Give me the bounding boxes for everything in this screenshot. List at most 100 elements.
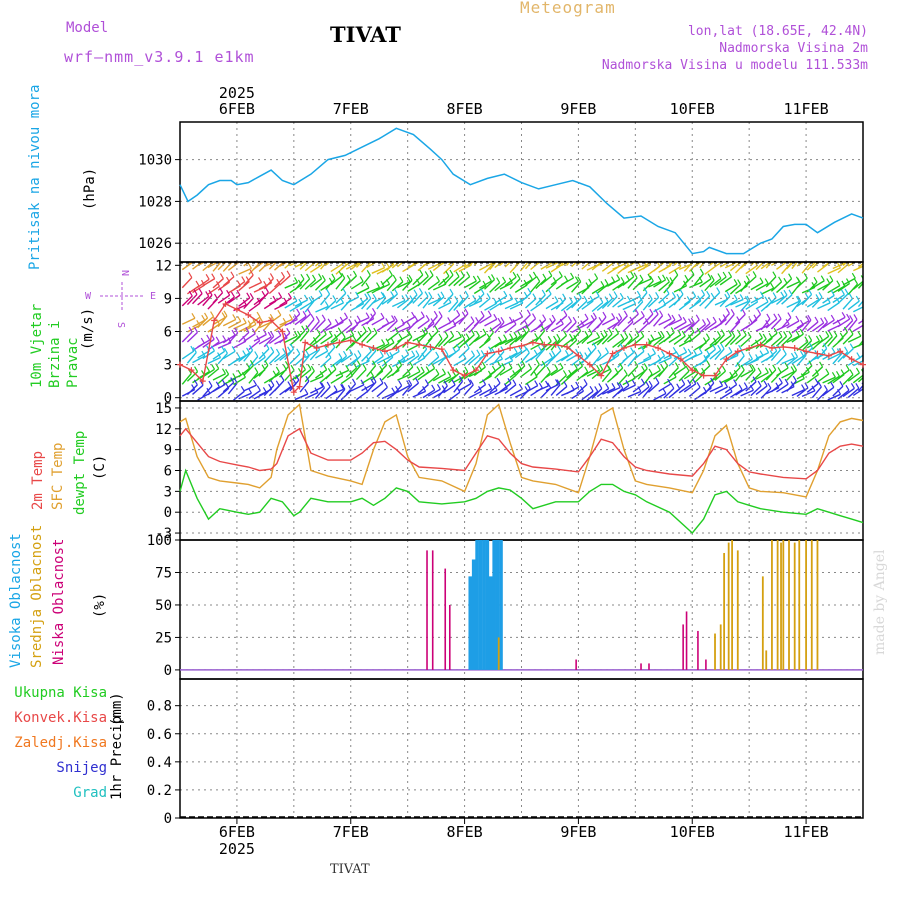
wind-barb-tick [728,346,733,353]
y-tick-label: 6 [164,464,172,480]
wind-barb-tick [269,273,274,279]
wind-barb [765,369,777,381]
wind-barb-tick [855,367,860,374]
wind-barb-tick [759,277,764,283]
wind-barb [443,335,455,347]
wind-barb [591,285,605,295]
wind-barb-tick [624,352,629,358]
wind-barb-tick [296,308,301,315]
wind-barb-tick [625,380,630,386]
wind-barb-tick [270,346,275,353]
wind-barb-tick [526,383,531,389]
model-altitude-text: Nadmorska Visina u modelu 111.533m [601,58,868,73]
wind-barb [668,274,679,287]
wind-barb [222,318,237,327]
wind-barb-tick [449,269,454,276]
wind-barb [847,387,860,398]
wind-barb-tick [343,312,348,319]
wind-barb-tick [723,381,728,388]
wind-barb [586,317,597,329]
wind-barb [653,262,665,272]
wind-barb [806,383,819,393]
wind-barb [325,262,331,266]
wind-barb-tick [406,329,411,335]
wind-barb [202,338,215,348]
wind-barb [535,294,546,306]
wind-barb [627,355,638,367]
wind-barb [653,355,665,366]
wind-barb-tick [245,327,250,333]
wind-barb-tick [720,329,725,335]
wind-barb [622,377,636,386]
wind-barb-tick [767,382,772,389]
wind-barb [479,280,492,289]
wind-barb [376,364,388,376]
wind-barb-tick [456,309,461,316]
wind-barb-tick [742,329,747,336]
wind-barb [494,321,505,334]
wind-barb-tick [470,350,475,356]
wind-speed-marker [575,352,582,359]
wind-barb-tick [541,325,546,332]
wind-barb [248,281,262,289]
wind-barb [555,298,567,310]
wind-barb [422,322,435,333]
wind-barb-tick [379,351,384,357]
wind-barb [315,350,329,359]
wind-barb-tick [820,317,825,324]
wind-barb [263,384,275,397]
wind-barb-tick [438,311,443,317]
wind-barb [391,385,403,397]
wind-barb [268,334,282,345]
pressure-line [179,127,864,255]
wind-barb-tick [650,334,655,340]
wind-barb [776,335,788,347]
wind-barb [709,292,721,303]
wind-barb-tick [799,328,804,335]
wind-barb [811,322,825,332]
wind-barb-tick [436,383,441,390]
wind-barb-tick [865,273,868,278]
wind-barb-tick [268,262,269,263]
wind-barb-tick [556,379,561,386]
wind-barb-tick [420,311,425,317]
wind-barb-tick [362,364,367,370]
wind-barb [268,283,281,294]
wind-barb [607,278,621,287]
wind-barb [786,300,800,308]
wind-barb-tick [532,271,537,278]
wind-barb-tick [645,381,650,388]
wind-barb [417,275,429,287]
wind-barb-tick [648,380,653,387]
wind-barb-tick [573,250,576,255]
wind-barb-tick [507,377,512,384]
wind-barb-tick [223,310,228,317]
wind-barb-tick [602,311,607,318]
wind-barb-tick [773,313,778,320]
wind-barb [740,262,750,269]
wind-barb [745,265,758,275]
wind-barb [238,267,252,275]
wind-barb [345,296,359,305]
wind-barb-tick [763,255,766,260]
wind-barb-tick [681,330,686,337]
wind-barb-tick [703,253,706,258]
wind-barb [397,298,410,309]
wind-barb-tick [242,350,247,356]
wind-barb [658,383,672,392]
wind-barb [535,330,546,343]
wind-barb [186,262,193,267]
wind-barb-tick [417,257,420,262]
wind-barb [576,300,588,312]
wind-barb-tick [738,384,743,390]
altitude-text: Nadmorska Visina 2m [719,41,868,56]
wind-barb [678,323,692,331]
wind-barb-tick [817,381,822,388]
wind-barb [750,372,762,383]
wind-barb [192,384,204,395]
wind-barb [612,281,625,291]
wind-barb-tick [428,291,433,298]
wind-barb [853,265,863,272]
wind-barb-tick [441,368,446,375]
wind-barb-tick [230,377,235,383]
